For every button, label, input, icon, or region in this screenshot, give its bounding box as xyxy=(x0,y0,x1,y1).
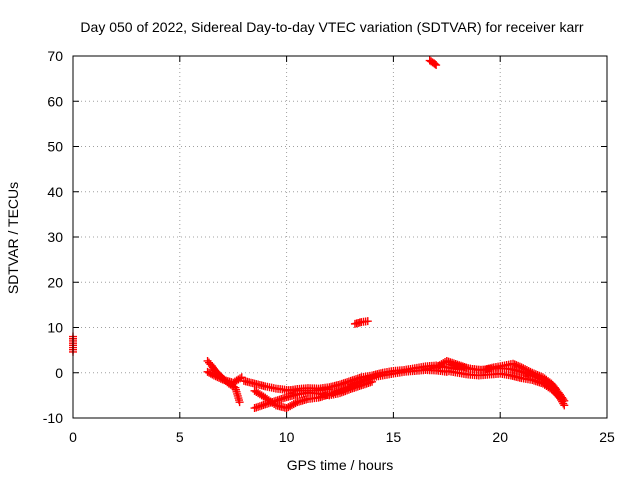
y-tick-label: 50 xyxy=(47,139,63,155)
data-point xyxy=(531,370,540,379)
x-tick-label: 10 xyxy=(279,429,295,445)
x-axis-label: GPS time / hours xyxy=(287,457,394,473)
y-tick-label: 10 xyxy=(47,320,63,336)
x-tick-label: 15 xyxy=(386,429,402,445)
data-point xyxy=(291,399,300,408)
y-tick-label: -10 xyxy=(43,410,63,426)
data-point xyxy=(551,385,560,394)
data-point xyxy=(216,374,225,383)
data-point xyxy=(535,371,544,380)
data-point xyxy=(526,367,535,376)
data-point xyxy=(282,404,291,413)
data-point xyxy=(522,366,531,375)
data-point xyxy=(211,372,220,381)
x-tick-label: 5 xyxy=(176,429,184,445)
data-point xyxy=(530,369,539,378)
data-point xyxy=(431,60,440,69)
y-axis-label: SDTVAR / TECUs xyxy=(5,182,21,294)
data-point xyxy=(550,383,559,392)
series-track-e xyxy=(250,377,377,413)
axis-ticks: 0 5 10 15 20 25 -10 0 10 20 30 40 50 60 70 xyxy=(43,48,615,445)
data-point xyxy=(519,364,528,373)
data-point xyxy=(512,361,521,370)
data-point xyxy=(521,365,530,374)
x-tick-label: 0 xyxy=(69,429,77,445)
x-tick-label: 20 xyxy=(492,429,508,445)
data-point xyxy=(289,400,298,409)
data-point xyxy=(209,371,218,380)
x-tick-label: 25 xyxy=(599,429,615,445)
y-tick-label: 20 xyxy=(47,274,63,290)
data-point xyxy=(432,61,441,70)
plot-frame xyxy=(72,55,608,419)
data-point xyxy=(524,366,533,375)
data-point xyxy=(560,401,569,410)
data-point xyxy=(515,362,524,371)
data-point xyxy=(528,368,537,377)
series-track-j xyxy=(447,359,560,394)
data-point xyxy=(287,401,296,410)
y-tick-label: 30 xyxy=(47,229,63,245)
data-point xyxy=(509,359,518,368)
data-point xyxy=(363,317,372,326)
y-tick-label: 60 xyxy=(47,93,63,109)
data-point xyxy=(284,403,293,412)
data-point xyxy=(213,373,222,382)
data-point xyxy=(286,402,295,411)
chart-title: Day 050 of 2022, Sidereal Day-to-day VTE… xyxy=(80,19,583,35)
y-tick-label: 70 xyxy=(47,48,63,64)
data-point xyxy=(559,399,568,408)
y-tick-label: 0 xyxy=(55,365,63,381)
data-point xyxy=(514,361,523,370)
y-tick-label: 40 xyxy=(47,184,63,200)
series-track-l xyxy=(425,56,441,70)
data-point xyxy=(235,398,244,407)
series-track-k xyxy=(350,317,372,328)
data-point xyxy=(215,373,224,382)
data-point xyxy=(510,360,519,369)
data-point xyxy=(533,371,542,380)
data-point xyxy=(517,363,526,372)
